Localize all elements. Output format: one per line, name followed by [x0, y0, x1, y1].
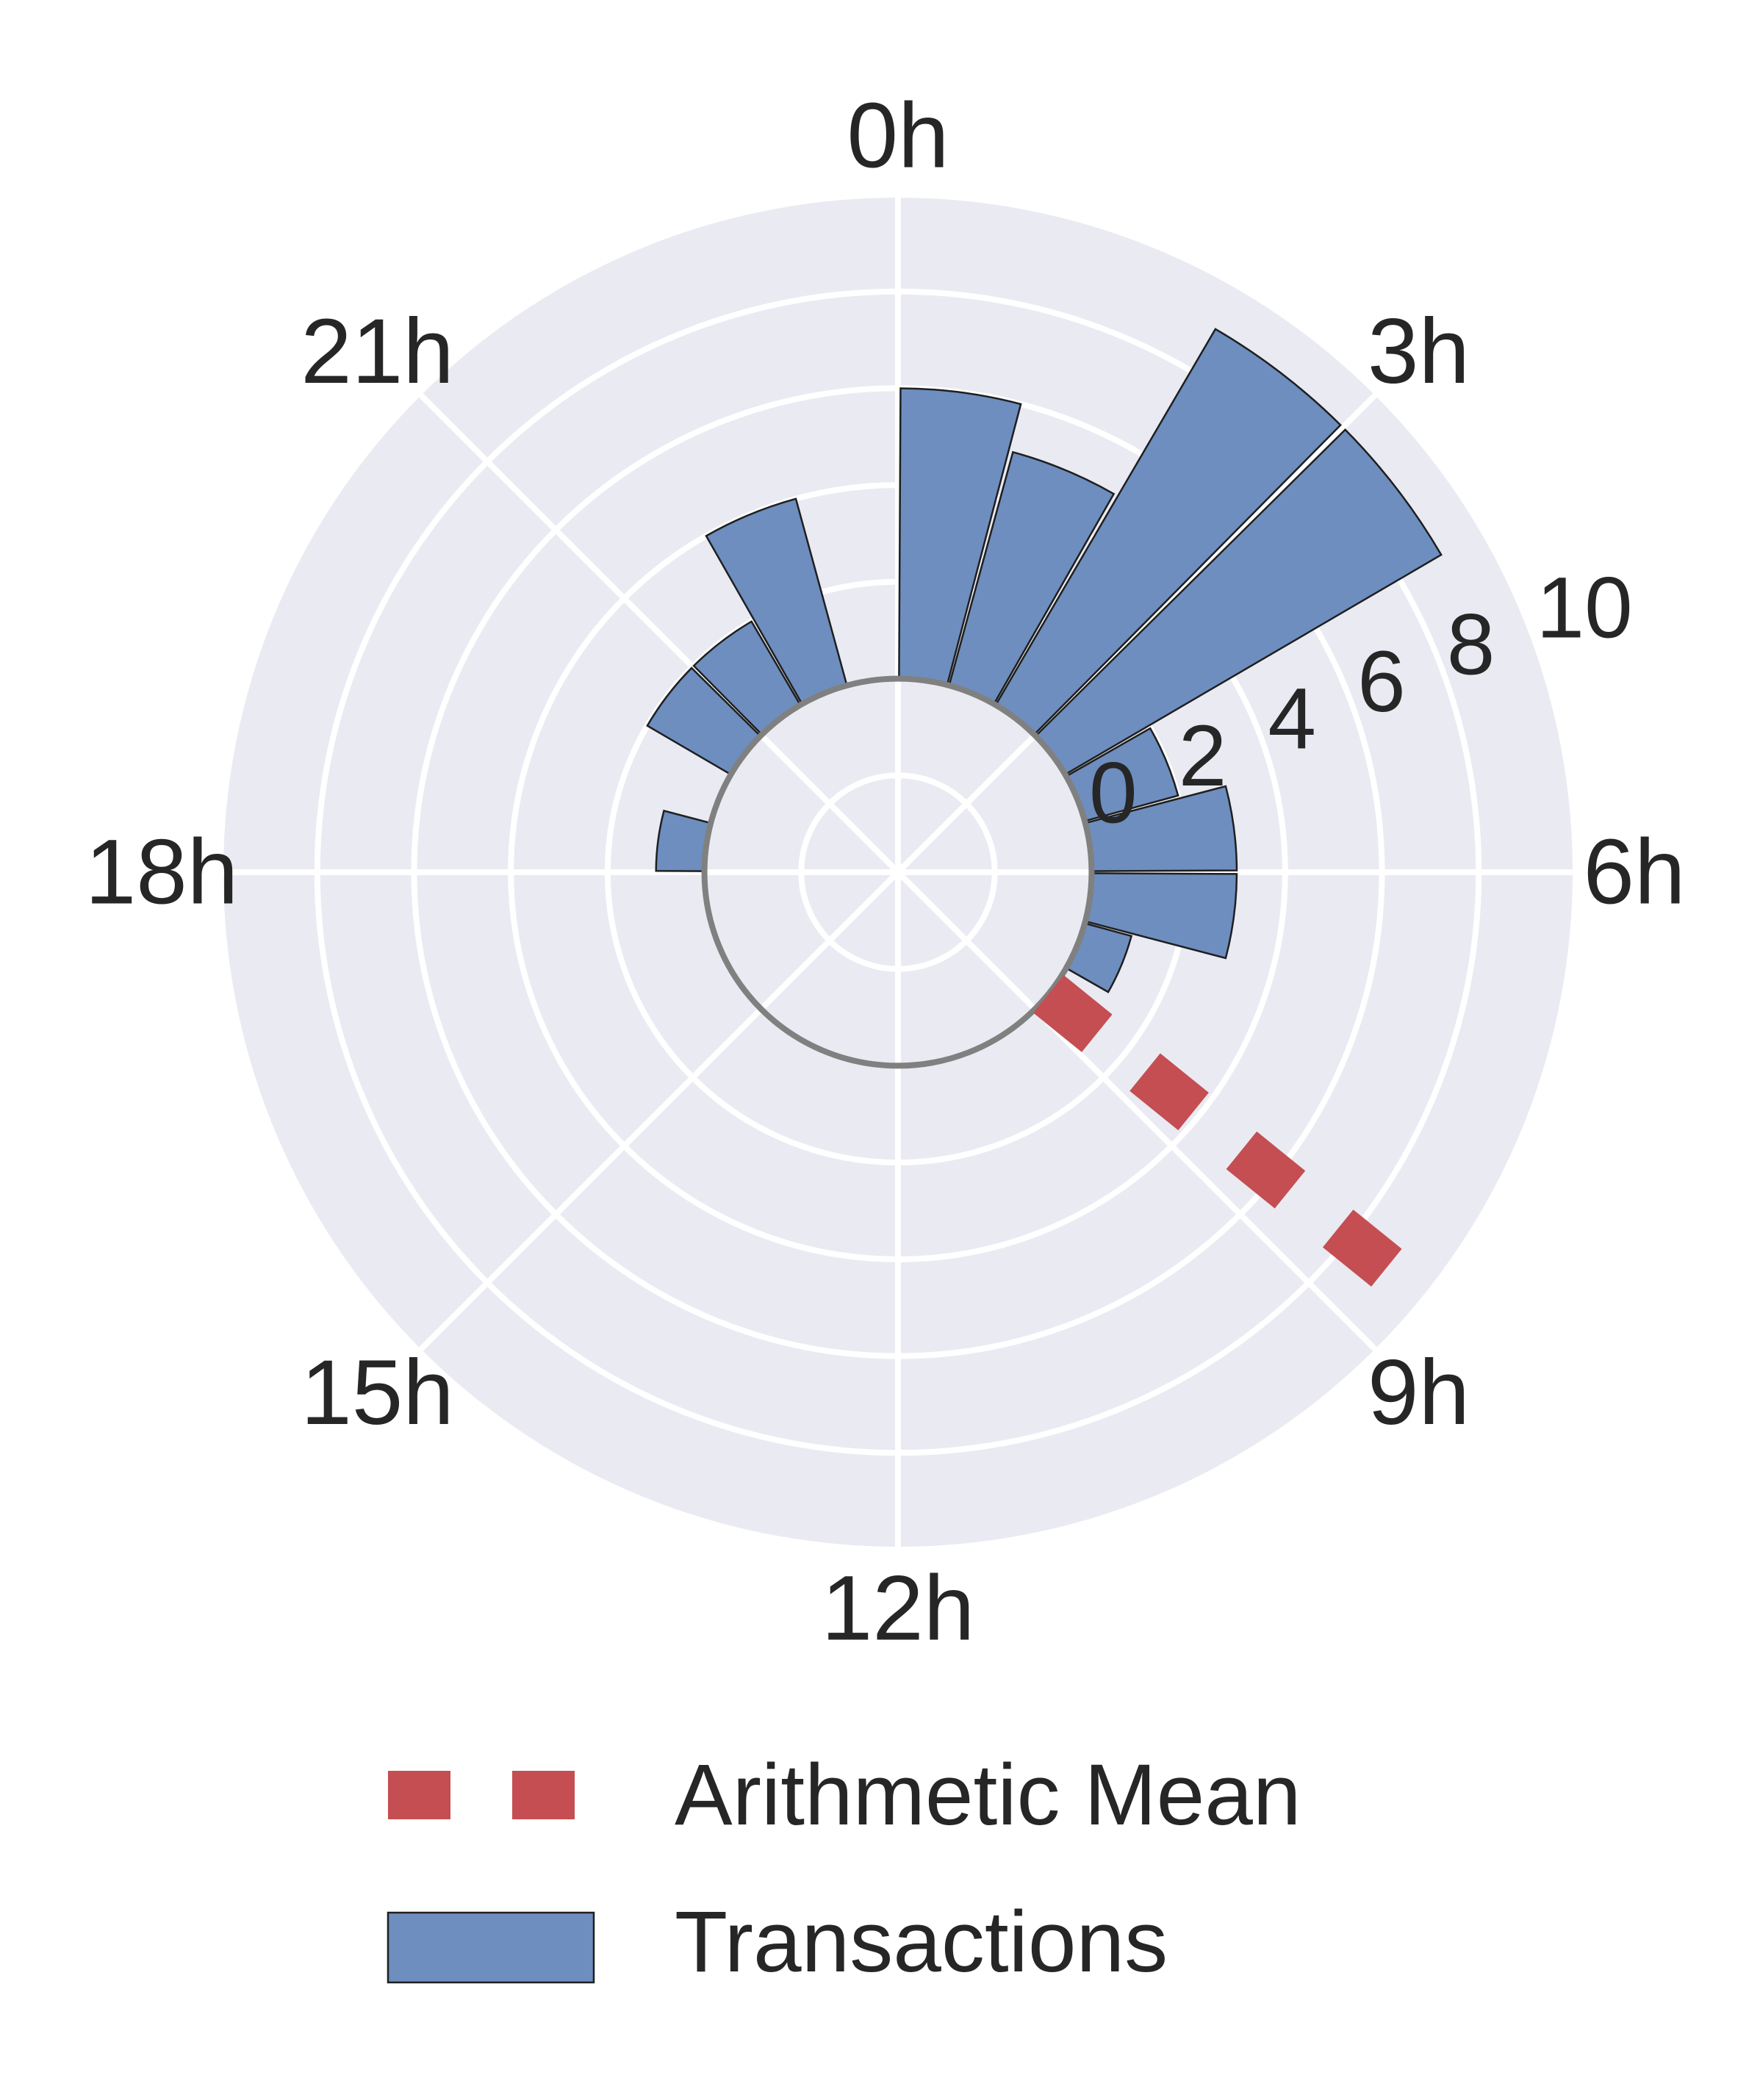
- angle-tick-label: 3h: [1368, 301, 1470, 403]
- radial-tick-label: 6: [1357, 633, 1406, 730]
- angle-tick-label: 9h: [1368, 1342, 1470, 1444]
- legend-transactions-label: Transactions: [675, 1894, 1168, 1991]
- bars: [646, 328, 1443, 993]
- angle-tick-label: 18h: [85, 821, 239, 924]
- angle-tick-label: 6h: [1583, 821, 1685, 924]
- legend: Arithmetic Mean Transactions: [387, 1747, 1301, 1991]
- legend-transactions-swatch: [387, 1911, 595, 1984]
- angle-tick-label: 21h: [301, 301, 454, 403]
- radial-tick-label: 2: [1179, 708, 1227, 805]
- angle-tick-labels: 0h 3h 6h 9h 12h 15h 18h 21h: [85, 85, 1686, 1660]
- arithmetic-mean-line: [1032, 975, 1440, 1317]
- zero-circle: [701, 675, 1095, 1069]
- radial-tick-label: 10: [1536, 559, 1632, 656]
- radial-tick-label: 8: [1447, 597, 1495, 694]
- angle-tick-label: 15h: [301, 1342, 454, 1444]
- radial-tick-label: 0: [1089, 744, 1138, 841]
- angle-gridline: [417, 391, 900, 874]
- angle-tick-label: 12h: [822, 1558, 975, 1660]
- legend-mean-label: Arithmetic Mean: [675, 1747, 1301, 1844]
- angle-gridline: [417, 870, 900, 1353]
- angle-gridline: [896, 391, 1379, 874]
- radial-tick-label: 4: [1268, 670, 1316, 767]
- angle-gridline: [896, 870, 1379, 1353]
- grid: [218, 192, 1578, 1553]
- radial-tick-labels: 0 2 4 6 8 10: [1089, 559, 1633, 841]
- angle-tick-label: 0h: [847, 85, 949, 187]
